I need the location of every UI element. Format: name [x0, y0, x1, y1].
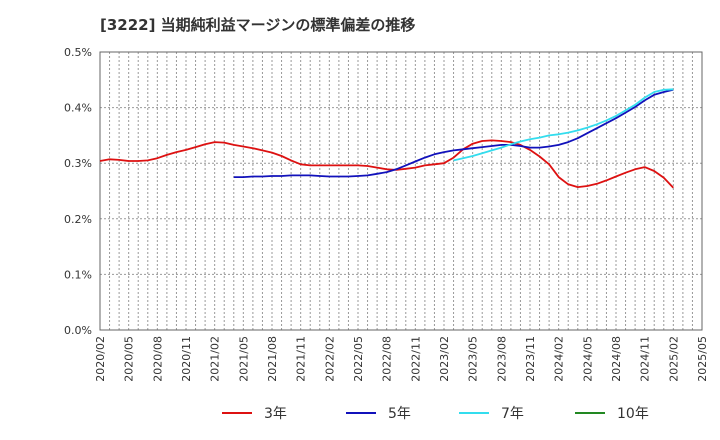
legend-label-0: 3年: [264, 406, 287, 422]
y-tick-label: 0.5%: [64, 46, 92, 59]
x-tick-label: 2023/08: [495, 336, 508, 382]
grid: [100, 52, 702, 330]
y-tick-label: 0.2%: [64, 213, 92, 226]
x-tick-label: 2025/02: [667, 336, 680, 382]
x-tick-label: 2022/05: [352, 336, 365, 382]
x-tick-label: 2024/08: [610, 336, 623, 382]
x-tick-label: 2022/11: [409, 336, 422, 382]
legend: 3年 5年 7年 10年: [222, 406, 649, 422]
x-tick-label: 2021/08: [266, 336, 279, 382]
x-tick-label: 2020/11: [180, 336, 193, 382]
x-tick-label: 2022/02: [323, 336, 336, 382]
legend-label-2: 7年: [501, 406, 524, 422]
x-tick-label: 2020/08: [151, 336, 164, 382]
x-axis: 2020/02 2020/05 2020/08 2020/11 2021/02 2021/…: [94, 336, 709, 382]
x-tick-label: 2023/11: [524, 336, 537, 382]
x-tick-label: 2020/02: [94, 336, 107, 382]
legend-label-3: 10年: [617, 406, 649, 422]
x-tick-label: 2023/05: [467, 336, 480, 382]
y-tick-label: 0.1%: [64, 268, 92, 281]
x-tick-label: 2021/05: [237, 336, 250, 382]
series-lines: [99, 88, 674, 189]
x-tick-label: 2020/05: [123, 336, 136, 382]
y-tick-label: 0.4%: [64, 102, 92, 115]
x-tick-label: 2022/08: [381, 336, 394, 382]
x-tick-label: 2024/02: [553, 336, 566, 382]
series-line-0: [99, 139, 674, 189]
series-line-1: [233, 88, 674, 179]
series-line-2: [453, 88, 674, 162]
y-tick-label: 0.3%: [64, 157, 92, 170]
x-tick-label: 2025/05: [696, 336, 709, 382]
x-tick-label: 2024/11: [639, 336, 652, 382]
x-tick-label: 2024/05: [581, 336, 594, 382]
x-tick-label: 2021/02: [209, 336, 222, 382]
x-tick-label: 2023/02: [438, 336, 451, 382]
y-tick-label: 0.0%: [64, 324, 92, 337]
plot-frame: [99, 51, 703, 331]
legend-label-1: 5年: [388, 406, 411, 422]
y-axis: 0.0% 0.1% 0.2% 0.3% 0.4% 0.5%: [64, 46, 92, 337]
x-tick-label: 2021/11: [295, 336, 308, 382]
chart-title: [3222] 当期純利益マージンの標準偏差の推移: [100, 16, 415, 34]
